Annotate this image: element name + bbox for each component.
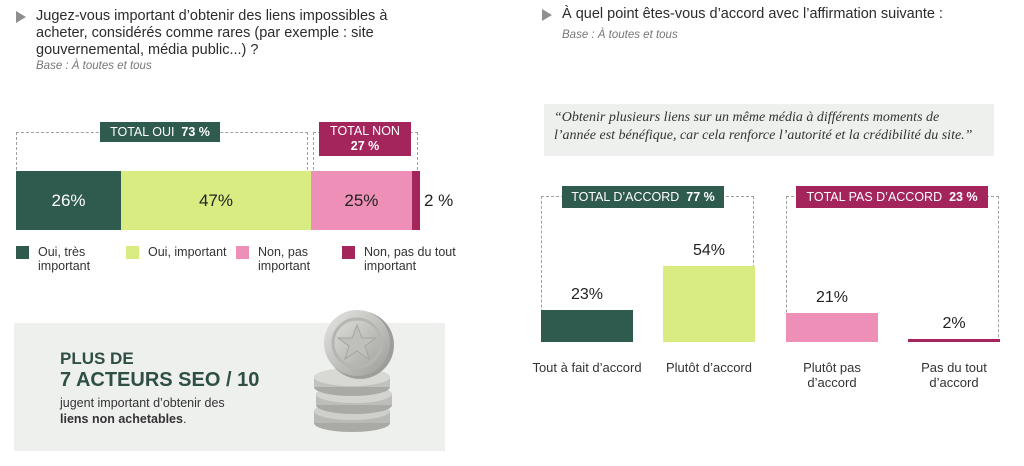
vbar-value-label-1: 23% (570, 285, 604, 303)
legend-label-2: Oui, important (148, 245, 227, 259)
total-non-value: 27 % (350, 139, 380, 153)
left-question: Jugez-vous important d’obtenir des liens… (36, 8, 388, 58)
total-accord-tag: TOTAL D’ACCORD 77 % (562, 186, 724, 208)
question-arrow-icon (16, 11, 26, 23)
total-pas-accord-tag: TOTAL PAS D’ACCORD 23 % (796, 186, 988, 208)
total-oui-tag: TOTAL OUI 73 % (100, 122, 220, 142)
card-line3-text: jugent important d’obtenir des (60, 396, 225, 410)
quote-box: “Obtenir plusieurs liens sur un même méd… (544, 104, 994, 156)
legend-swatch-3 (236, 246, 249, 259)
card-line1: PLUS DE (60, 349, 134, 368)
total-pas-accord-label: TOTAL PAS D’ACCORD (806, 190, 943, 204)
vbar-3 (786, 312, 878, 342)
card-line4-bold: liens non achetables (60, 412, 183, 426)
bar-segment-4 (411, 171, 420, 230)
bar-value-label-4: 2 % (424, 191, 454, 210)
info-card: PLUS DE 7 ACTEURS SEO / 10 jugent import… (14, 310, 445, 451)
total-accord-value: 77 % (686, 190, 715, 204)
vbar-value-label-2: 54% (692, 242, 726, 260)
category-label-2: Plutôt d’accord (666, 360, 752, 375)
left-base: Base : À toutes et tous (36, 60, 152, 72)
legend-swatch-4 (342, 246, 355, 259)
total-accord-label: TOTAL D’ACCORD (571, 190, 680, 204)
card-line4-end: . (182, 412, 187, 426)
total-non-tag: TOTAL NON 27 % (319, 122, 411, 156)
total-oui-value: 73 % (181, 125, 210, 139)
total-pas-accord-value: 23 % (949, 190, 978, 204)
vbar-1 (541, 309, 633, 342)
bar-value-label-1: 26% (51, 191, 86, 210)
legend-swatch-2 (126, 246, 139, 259)
vbar-4 (908, 339, 1000, 342)
card-line2: 7 ACTEURS SEO / 10 (60, 369, 259, 392)
legend-swatch-1 (16, 246, 29, 259)
bar-segment-2 (121, 171, 311, 230)
card-line2-main: 7 ACTEURS SEO (60, 369, 221, 391)
legend-label-4: Non, pas du tout important (364, 245, 456, 273)
right-base: Base : À toutes et tous (562, 29, 678, 41)
total-oui-label: TOTAL OUI (110, 125, 175, 139)
card-line3: jugent important d’obtenir des liens non… (60, 395, 225, 427)
vbar-value-label-4: 2% (942, 315, 966, 333)
bar-value-label-2: 47% (198, 191, 233, 210)
right-question: À quel point êtes-vous d’accord avec l’a… (562, 6, 943, 22)
legend-label-3: Non, pas important (258, 245, 311, 273)
question-arrow-icon (542, 9, 552, 21)
bar-value-label-3: 25% (344, 191, 379, 210)
card-line4: liens non achetables. (60, 411, 225, 427)
category-label-3: Plutôt pas d’accord (803, 360, 861, 390)
bar-segment-1 (16, 171, 122, 230)
legend-label-1: Oui, très important (38, 245, 91, 273)
card-line2-fraction: / 10 (225, 369, 260, 391)
vbar-value-label-3: 21% (815, 288, 849, 306)
bar-segment-3 (310, 171, 412, 230)
total-non-label: TOTAL NON (330, 124, 400, 138)
category-label-1: Tout à fait d’accord (532, 360, 642, 375)
vbar-2 (663, 266, 755, 342)
coin-stack-icon (314, 310, 394, 432)
category-label-4: Pas du tout d’accord (921, 360, 987, 390)
